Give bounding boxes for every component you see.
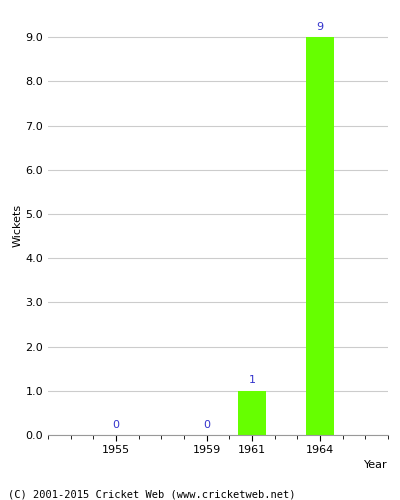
Bar [306, 37, 334, 435]
Text: 1: 1 [248, 376, 256, 386]
Text: Year: Year [364, 460, 388, 470]
Bar [238, 391, 266, 435]
Text: 0: 0 [112, 420, 120, 430]
Text: (C) 2001-2015 Cricket Web (www.cricketweb.net): (C) 2001-2015 Cricket Web (www.cricketwe… [8, 490, 296, 500]
Text: 0: 0 [203, 420, 210, 430]
Text: 9: 9 [316, 22, 324, 32]
Y-axis label: Wickets: Wickets [13, 204, 23, 246]
